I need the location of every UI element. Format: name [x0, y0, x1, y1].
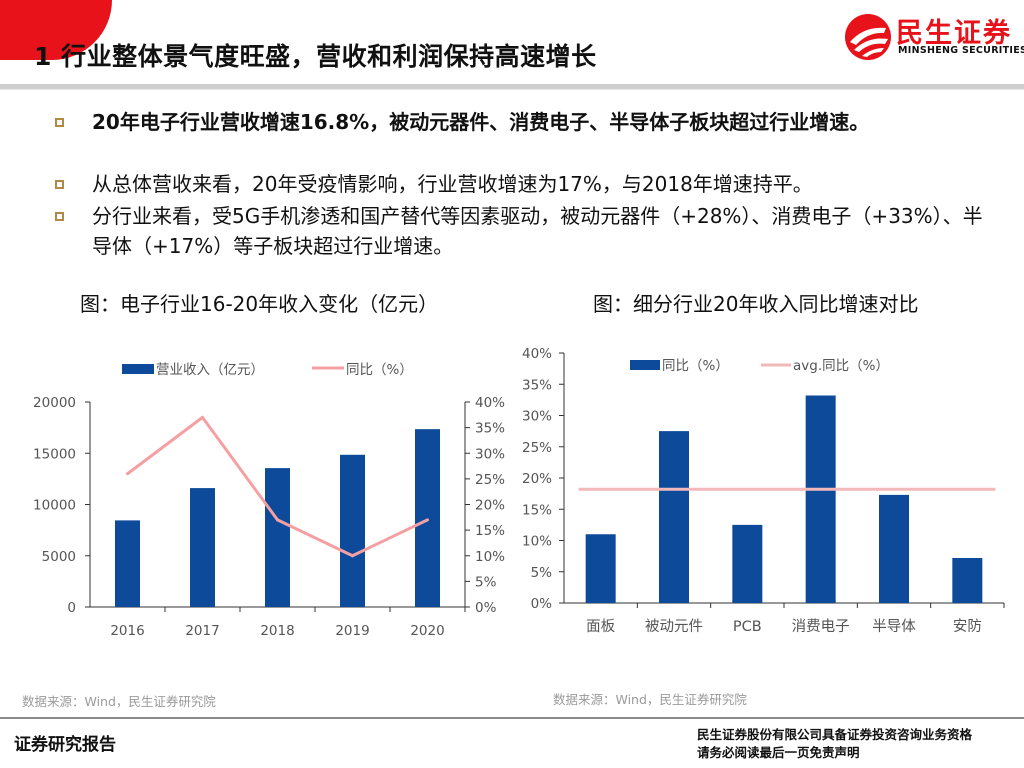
logo-text-cn: 民生证券: [896, 18, 1012, 49]
bar-yoy-消费电子: [805, 395, 836, 603]
y-right-tick-label: 10%: [475, 549, 505, 565]
point-yoy-2019: [351, 554, 354, 558]
x-tick-label: 2019: [335, 623, 369, 639]
x-tick-label: 安防: [953, 618, 982, 635]
chart-title-growth: 图：细分行业20年收入同比增速对比: [593, 292, 919, 316]
point-yoy-2020: [426, 518, 429, 522]
y-left-tick-label: 0: [67, 600, 76, 616]
chart2-legend: 同比（%） avg.同比（%）: [630, 358, 889, 374]
bar-yoy-PCB: [732, 524, 763, 603]
y-tick-label: 40%: [522, 346, 552, 362]
y-left-tick-label: 5000: [42, 549, 76, 565]
bar-yoy-被动元件: [659, 431, 689, 603]
point-yoy-2016: [126, 472, 129, 476]
y-tick-label: 20%: [522, 471, 552, 487]
legend-swatch-yoy: [630, 360, 660, 370]
chart2-bars: [585, 395, 983, 603]
bullet-marker-icon: [55, 212, 64, 221]
y-tick-label: 5%: [531, 565, 553, 581]
bar-yoy-面板: [585, 534, 616, 603]
logo-text-en: MINSHENG SECURITIES: [898, 45, 1024, 56]
bar-revenue-2016: [115, 520, 140, 607]
x-tick-label: 面板: [586, 617, 615, 635]
header-divider-thin: [0, 89, 1024, 90]
x-tick-label: 被动元件: [645, 618, 703, 635]
header-divider: [0, 84, 1024, 89]
y-left-tick-label: 15000: [33, 446, 76, 462]
minsheng-logo-icon: [845, 14, 891, 60]
chart-title-revenue: 图：电子行业16-20年收入变化（亿元）: [80, 292, 439, 316]
bullet-marker-icon: [55, 118, 64, 127]
y-tick-label: 15%: [522, 502, 552, 518]
chart1-bars: [115, 429, 440, 607]
legend-label-avg: avg.同比（%）: [793, 358, 889, 374]
x-tick-label: 2020: [410, 623, 444, 639]
y-right-tick-label: 35%: [475, 421, 505, 437]
chart1-tick-labels: 0 5000 10000 15000 20000 0% 5% 10% 15% 20% 25% 30% 3…: [33, 395, 505, 639]
bar-revenue-2019: [340, 454, 365, 607]
y-right-tick-label: 15%: [475, 523, 505, 539]
x-tick-label: 消费电子: [792, 618, 850, 635]
y-tick-label: 25%: [522, 440, 552, 456]
bullet-marker-icon: [55, 180, 64, 189]
chart2-axes: [559, 352, 1005, 608]
x-tick-label: 2018: [260, 623, 294, 639]
source-note-1: 数据来源：Wind，民生证券研究院: [22, 694, 216, 709]
y-left-tick-label: 10000: [33, 498, 76, 514]
legend-label-yoy: 同比（%）: [662, 358, 729, 374]
bullet-point-3: 分行业来看，受5G手机渗透和国产替代等因素驱动，被动元器件（+28%）、消费电子…: [92, 204, 983, 258]
chart1-line: [126, 415, 429, 558]
growth-chart: 同比（%） avg.同比（%） 0% 5% 10% 15% 20% 25% 30% 35% 40…: [522, 346, 1005, 635]
legend-swatch-revenue: [122, 364, 154, 374]
chart2-tick-labels: 0% 5% 10% 15% 20% 25% 30% 35% 40% 面板 被动元件 PCB 消费电子 半导…: [522, 346, 982, 635]
y-tick-label: 30%: [522, 409, 552, 425]
source-note-2: 数据来源：Wind，民生证券研究院: [553, 692, 747, 707]
footer-qualification: 民生证券股份有限公司具备证券投资咨询业务资格: [697, 727, 973, 742]
x-tick-label: 2017: [185, 623, 219, 639]
y-right-tick-label: 25%: [475, 472, 505, 488]
x-tick-label: 2016: [110, 623, 144, 639]
footer-disclaimer: 请务必阅读最后一页免责声明: [697, 745, 860, 760]
revenue-chart: 营业收入（亿元） 同比（%） 0 5000 10000 15000 20000 0% 5% 1…: [33, 362, 505, 639]
y-left-tick-label: 20000: [33, 395, 76, 411]
bar-yoy-半导体: [879, 494, 909, 603]
bar-revenue-2018: [265, 468, 290, 607]
y-right-tick-label: 5%: [475, 574, 497, 590]
legend-label-yoy: 同比（%）: [346, 362, 413, 378]
x-tick-label: 半导体: [872, 618, 916, 635]
footer-report-label: 证券研究报告: [14, 735, 116, 755]
bar-revenue-2017: [190, 488, 215, 607]
y-right-tick-label: 40%: [475, 395, 505, 411]
bullet-point-1: 20年电子行业营收增速16.8%，被动元器件、消费电子、半导体子板块超过行业增速…: [92, 110, 870, 134]
bar-yoy-安防: [952, 558, 983, 603]
bullet-point-2: 从总体营收来看，20年受疫情影响，行业营收增速为17%，与2018年增速持平。: [92, 172, 813, 196]
y-right-tick-label: 30%: [475, 446, 505, 462]
bar-revenue-2020: [415, 429, 440, 607]
point-yoy-2018: [276, 518, 279, 522]
legend-label-revenue: 营业收入（亿元）: [156, 362, 264, 378]
point-yoy-2017: [201, 415, 204, 419]
y-tick-label: 10%: [522, 534, 552, 550]
x-tick-label: PCB: [733, 619, 762, 635]
y-right-tick-label: 0%: [475, 600, 497, 616]
y-right-tick-label: 20%: [475, 498, 505, 514]
page-title: 1 行业整体景气度旺盛，营收和利润保持高速增长: [34, 42, 597, 71]
y-tick-label: 0%: [531, 596, 553, 612]
footer-divider: [0, 717, 1024, 719]
y-tick-label: 35%: [522, 377, 552, 393]
chart1-legend: 营业收入（亿元） 同比（%）: [122, 362, 413, 378]
